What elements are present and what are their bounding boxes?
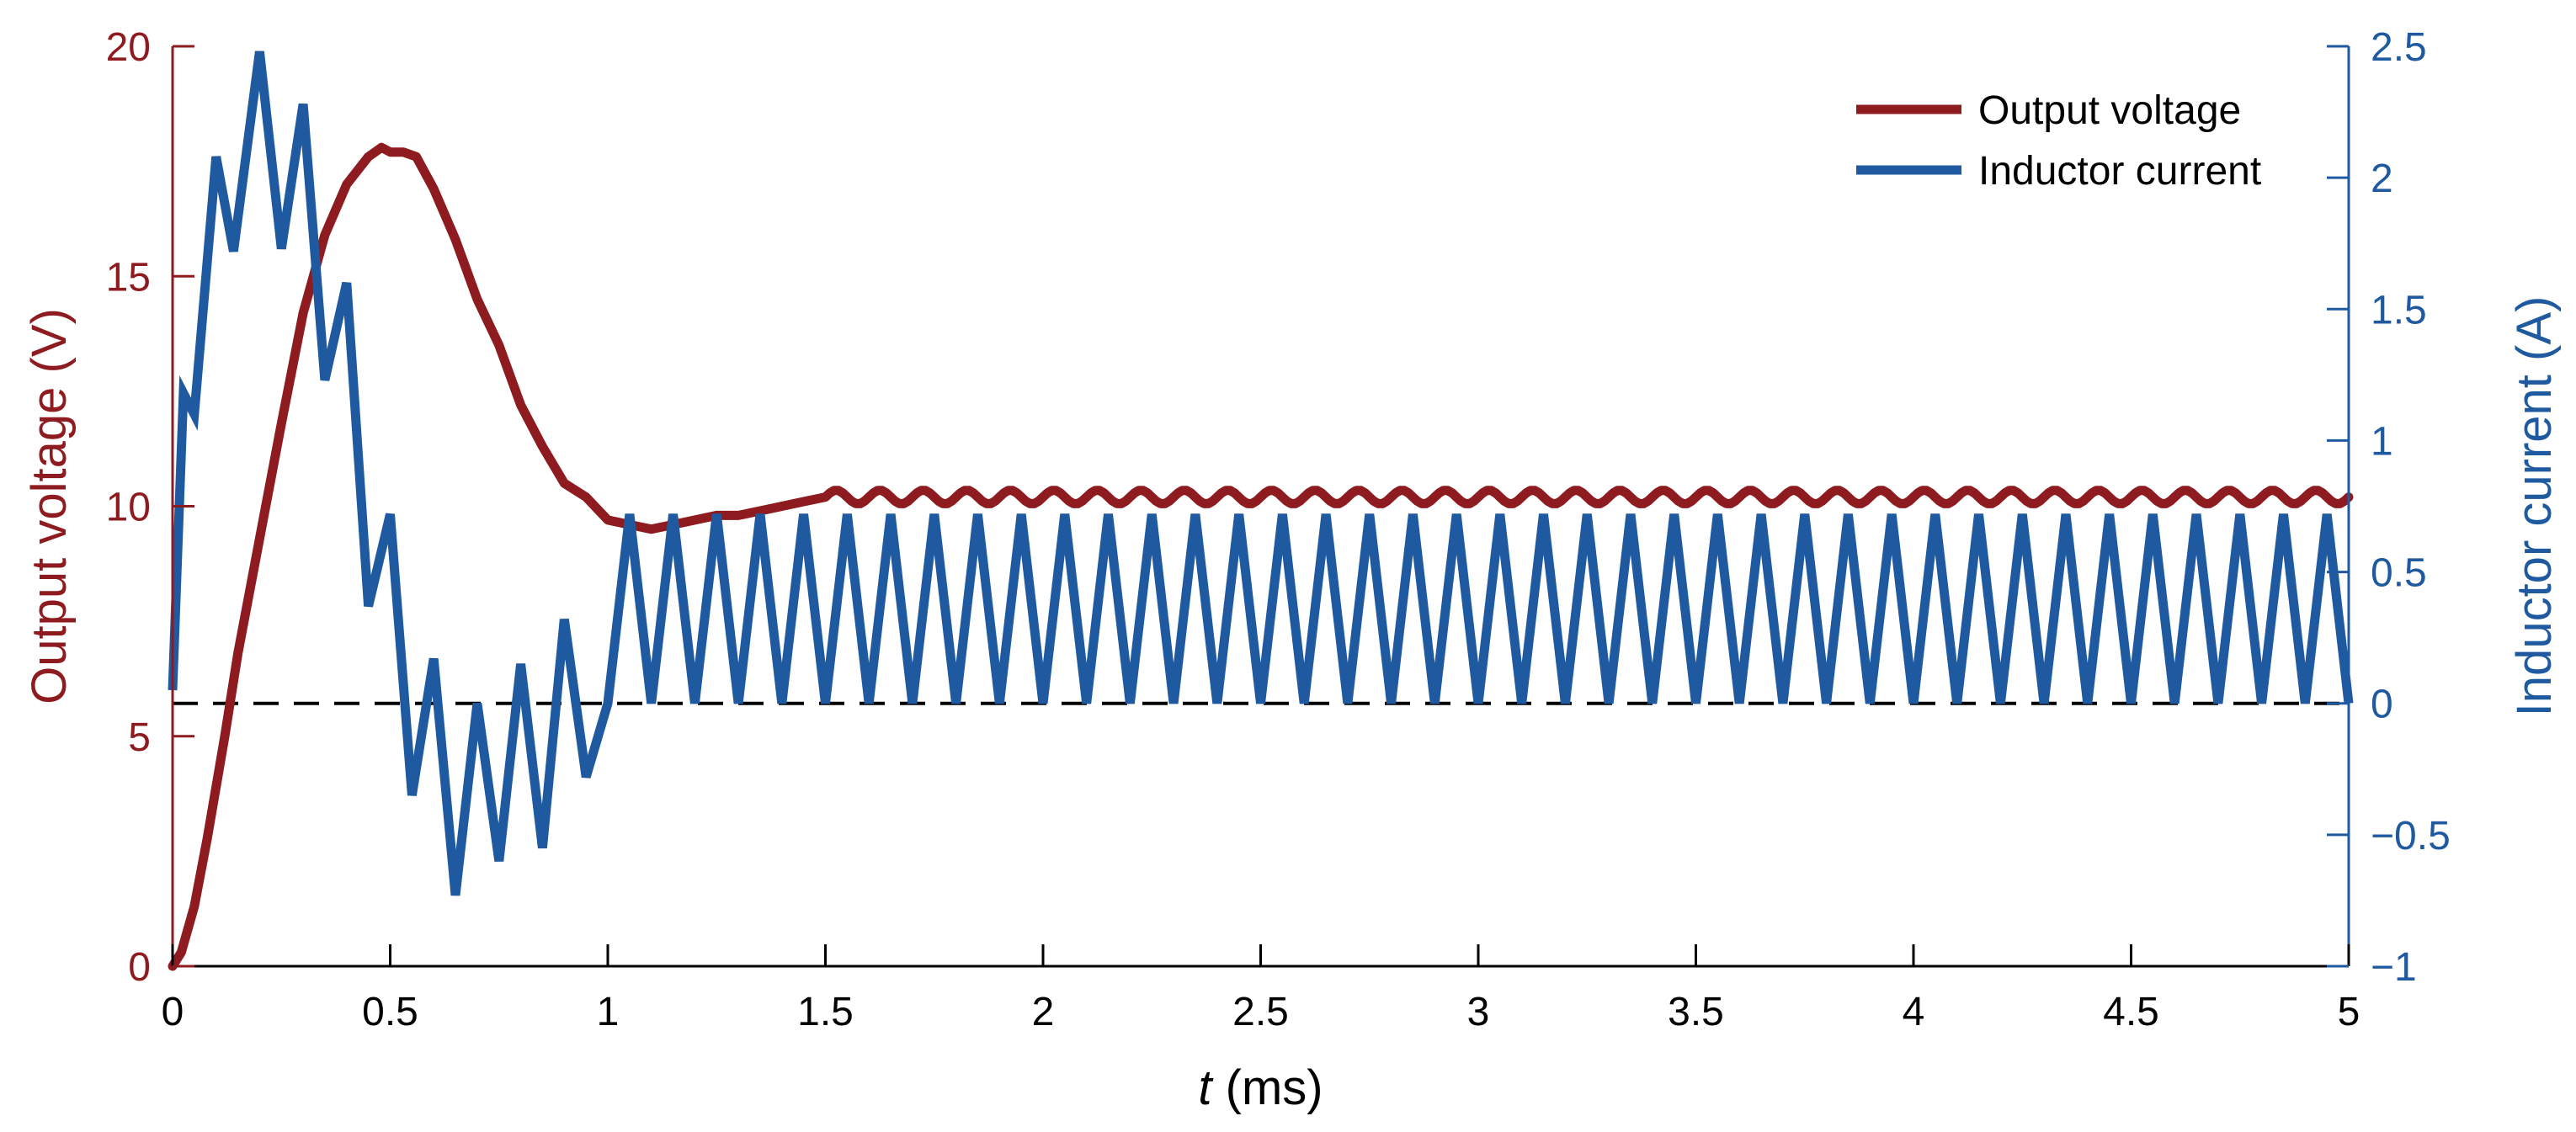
series-line-output-voltage bbox=[168, 142, 2354, 971]
x-tick-label: 3 bbox=[1467, 990, 1490, 1034]
y-left-tick-label: 20 bbox=[106, 25, 151, 70]
x-axis-title: t (ms) bbox=[1198, 1060, 1323, 1115]
x-tick-label: 5 bbox=[2338, 990, 2360, 1034]
legend-label: Inductor current bbox=[1978, 149, 2261, 194]
x-axis-title-variable: t bbox=[1198, 1060, 1214, 1115]
y-right-tick-label: 0.5 bbox=[2371, 551, 2427, 596]
series-group bbox=[168, 50, 2354, 971]
y-left-tick-label: 15 bbox=[106, 255, 151, 300]
x-tick-label: 4 bbox=[1903, 990, 1925, 1034]
series-line-inductor-current bbox=[168, 50, 2354, 896]
y-right-tick-label: 2 bbox=[2371, 157, 2393, 201]
y-right-tick-label: 1.5 bbox=[2371, 288, 2427, 332]
x-tick-label: 4.5 bbox=[2103, 990, 2159, 1034]
y-right-tick-label: −1 bbox=[2371, 945, 2417, 990]
y-right-tick-label: 0 bbox=[2371, 683, 2393, 727]
y-right-tick-label: −0.5 bbox=[2371, 814, 2451, 858]
x-tick-label: 1 bbox=[597, 990, 620, 1034]
y-axis-right-title: Inductor current (A) bbox=[2507, 296, 2562, 717]
x-tick-label: 3.5 bbox=[1668, 990, 1724, 1034]
legend: Output voltage Inductor current bbox=[1856, 88, 2261, 194]
x-tick-label: 1.5 bbox=[797, 990, 854, 1034]
x-tick-label: 0.5 bbox=[362, 990, 418, 1034]
y-left-tick-label: 10 bbox=[106, 486, 151, 530]
x-tick-label: 0 bbox=[162, 990, 184, 1034]
y-right-tick-label: 1 bbox=[2371, 419, 2393, 464]
y-left-tick-label: 5 bbox=[128, 715, 151, 760]
axes-group: 0 0.5 1 1.5 2 2.5 3 3.5 4 4.5 5 0 5 10 15 20 −1 −0.5 0 0.5 1… bbox=[22, 25, 2562, 1115]
y-left-tick-label: 0 bbox=[128, 945, 151, 990]
x-axis-title-unit: (ms) bbox=[1212, 1060, 1323, 1115]
x-tick-label: 2.5 bbox=[1232, 990, 1289, 1034]
y-right-tick-label: 2.5 bbox=[2371, 25, 2427, 70]
x-tick-label: 2 bbox=[1032, 990, 1055, 1034]
y-axis-left-title: Output voltage (V) bbox=[22, 308, 77, 704]
legend-label: Output voltage bbox=[1978, 88, 2241, 133]
